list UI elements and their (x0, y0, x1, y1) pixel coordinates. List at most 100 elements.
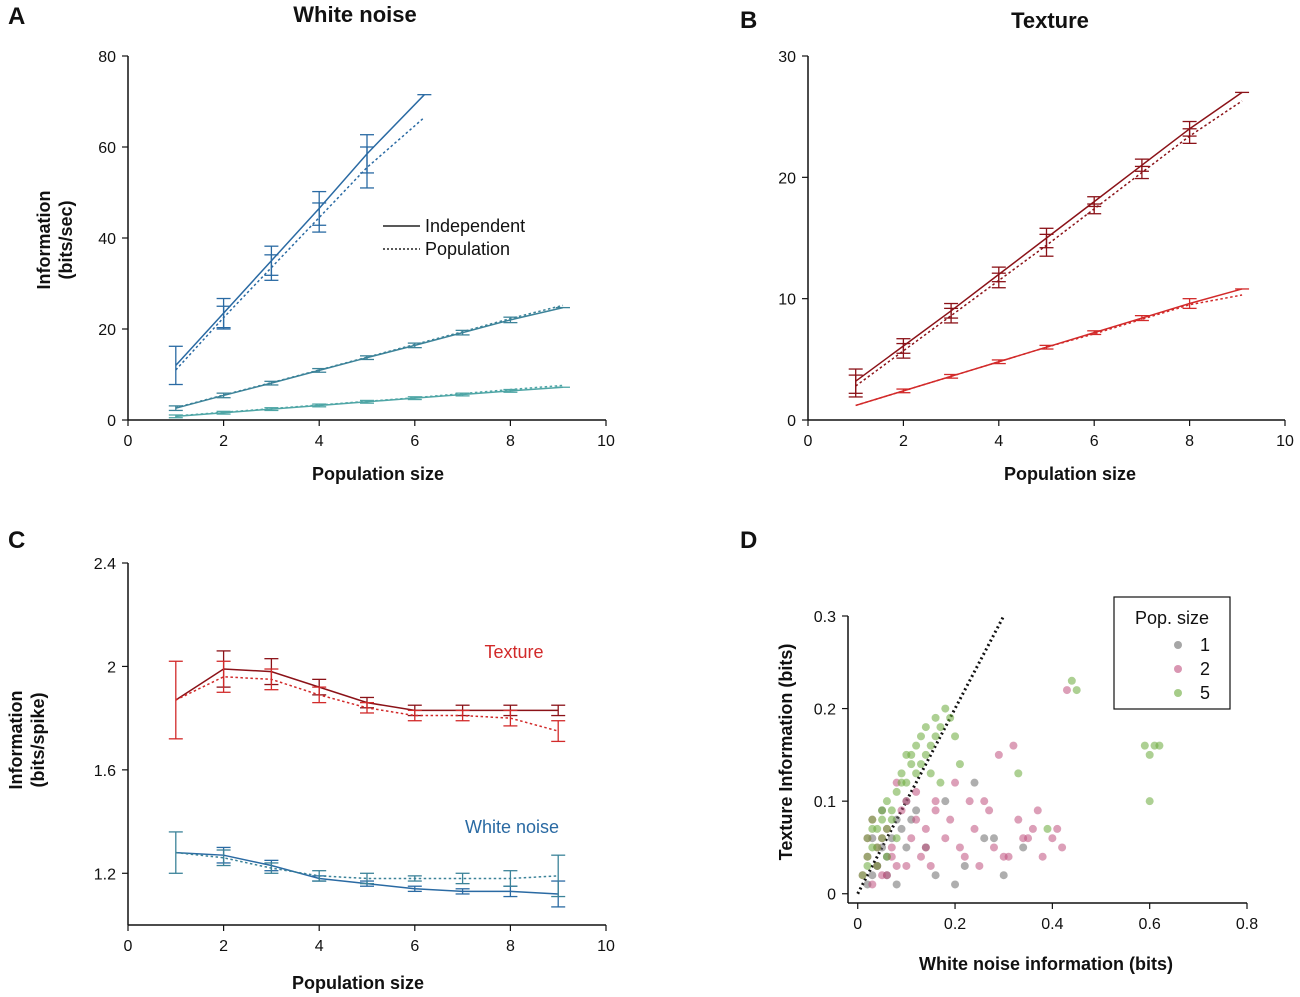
y-tick-label: 2.4 (94, 556, 116, 573)
scatter-point (975, 861, 984, 870)
identity-line (856, 615, 1006, 895)
series-line (175, 384, 564, 417)
series-line (175, 851, 559, 880)
panel-label-a: A (8, 3, 25, 30)
scatter-point (926, 861, 935, 870)
scatter-point (887, 815, 896, 824)
scatter-point (1004, 852, 1013, 861)
legend-marker-1 (1174, 641, 1182, 649)
scatter-point (878, 871, 887, 880)
scatter-point (931, 732, 940, 741)
scatter-point (921, 723, 930, 732)
scatter-point (926, 741, 935, 750)
scatter-point (878, 815, 887, 824)
series-line (855, 294, 1243, 407)
scatter-point (897, 806, 906, 815)
scatter-point (916, 732, 925, 741)
x-tick-label: 0 (804, 433, 813, 450)
x-tick-label: 4 (994, 433, 1003, 450)
y-tick-label: 20 (778, 170, 796, 187)
scatter-point (868, 815, 877, 824)
scatter-point (1140, 741, 1149, 750)
scatter-point (1014, 815, 1023, 824)
legend-label-2: 2 (1200, 659, 1210, 679)
scatter-point (946, 713, 955, 722)
panel-label-b: B (740, 7, 757, 34)
panel-c-xlabel: Population size (292, 973, 424, 993)
x-tick-label: 6 (1090, 433, 1099, 450)
panel-a-ylabel-line2: (bits/sec) (56, 200, 76, 279)
panel-label-d: D (740, 527, 757, 554)
annotation-white-noise: White noise (465, 817, 559, 837)
panel-c-ylabel-line2: (bits/spike) (28, 692, 48, 787)
panel-b-plot: 0 2 4 6 8 10 0 10 20 30 (778, 49, 1294, 450)
scatter-point (912, 769, 921, 778)
scatter-point (1145, 750, 1154, 759)
x-tick-label: 0.8 (1236, 916, 1258, 933)
scatter-point (1155, 741, 1164, 750)
scatter-point (902, 843, 911, 852)
x-tick-label: 2 (219, 938, 228, 955)
scatter-point (936, 778, 945, 787)
y-tick-label: 30 (778, 49, 796, 66)
scatter-point (951, 880, 960, 889)
scatter-point (892, 880, 901, 889)
scatter-point (921, 843, 930, 852)
panel-c-ylabel-line1: Information (6, 691, 26, 790)
panel-a-legend: Independent Population (383, 216, 525, 259)
scatter-point (873, 843, 882, 852)
panel-a-ylabel-line1: Information (34, 191, 54, 290)
scatter-point (989, 843, 998, 852)
y-tick-label: 0 (107, 413, 116, 430)
scatter-point (912, 815, 921, 824)
scatter-point (936, 723, 945, 732)
y-tick-label: 1.6 (94, 763, 116, 780)
scatter-point (868, 880, 877, 889)
scatter-point (882, 824, 891, 833)
x-tick-label: 10 (597, 433, 615, 450)
scatter-point (951, 778, 960, 787)
scatter-point (912, 787, 921, 796)
x-tick-label: 8 (1185, 433, 1194, 450)
x-tick-label: 6 (410, 938, 419, 955)
panel-b-xlabel: Population size (1004, 464, 1136, 484)
scatter-point (1067, 676, 1076, 685)
scatter-point (960, 861, 969, 870)
scatter-point (1014, 769, 1023, 778)
y-tick-label: 10 (778, 292, 796, 309)
y-tick-label: 20 (98, 322, 116, 339)
x-tick-label: 2 (219, 433, 228, 450)
y-tick-label: 1.2 (94, 866, 116, 883)
panel-d-plot: 0 0.2 0.4 0.6 0.8 0 0.1 0.2 0.3 (814, 609, 1258, 933)
scatter-point (892, 834, 901, 843)
y-tick-label: 0.2 (814, 702, 836, 719)
legend-marker-5 (1174, 689, 1182, 697)
x-tick-label: 0.2 (944, 916, 966, 933)
scatter-point (1033, 806, 1042, 815)
scatter-point (941, 797, 950, 806)
scatter-point (863, 834, 872, 843)
scatter-point (980, 834, 989, 843)
panel-a-xlabel: Population size (312, 464, 444, 484)
scatter-point (931, 806, 940, 815)
scatter-point (941, 834, 950, 843)
scatter-point (1028, 824, 1037, 833)
scatter-point (994, 750, 1003, 759)
x-tick-label: 4 (315, 433, 324, 450)
scatter-point (955, 843, 964, 852)
scatter-point (907, 834, 916, 843)
scatter-point (980, 797, 989, 806)
x-tick-label: 10 (1276, 433, 1294, 450)
x-tick-label: 8 (506, 938, 515, 955)
y-tick-label: 80 (98, 49, 116, 66)
y-tick-label: 2 (107, 659, 116, 676)
scatter-point (1043, 824, 1052, 833)
scatter-point (887, 806, 896, 815)
scatter-point (912, 806, 921, 815)
scatter-point (921, 824, 930, 833)
x-tick-label: 0 (124, 433, 133, 450)
panel-c-plot: 0 2 4 6 8 10 1.2 1.6 2 2.4 (94, 556, 615, 955)
y-tick-label: 0.1 (814, 794, 836, 811)
panel-a-title: White noise (293, 2, 416, 27)
